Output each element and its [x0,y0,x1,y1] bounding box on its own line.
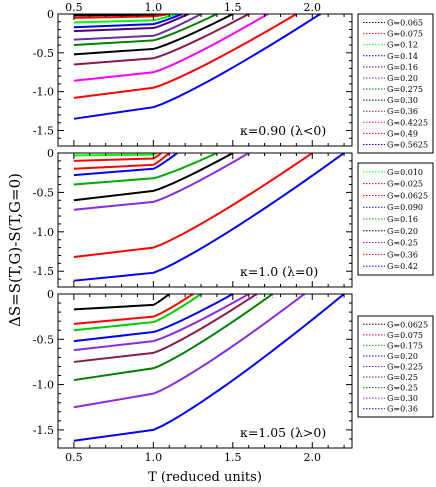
series-line-8 [73,14,234,56]
plot-frame [57,152,353,288]
panel-middle: 0 -0.5 -1.0 -1.5 κ=1.0 (λ=0) G=0.010 G=0.025 G=… [33,147,434,288]
x-tick-label: 1.0 [145,451,163,464]
series-line-11 [73,14,297,99]
x-axis-title: T (reduced units) [148,470,262,485]
x-tick-label-top: 1.0 [145,1,163,14]
series-line-12 [73,14,321,120]
series-line-9 [73,294,345,442]
series-line-9 [73,153,345,282]
series-line-6 [73,153,234,202]
legend-entry: G=0.275 [387,85,423,94]
series-line-6 [73,14,202,41]
legend-entry: G=0.075 [387,30,423,39]
legend-entry: G=0.36 [387,107,418,116]
legend-entry: G=0.175 [387,341,423,350]
panel-bottom: 0.5 1.0 1.5 2.0 0 -0.5 -1.0 -1.5 κ=1.05 (λ>0) G=0… [33,288,434,464]
series-line-1 [73,294,170,311]
x-tick-label-top: 0.5 [65,1,83,14]
legend-entry: G=0.12 [387,41,418,50]
legend-box [357,13,434,154]
x-tick-label: 2.0 [304,451,322,464]
series-line-3 [73,294,202,332]
x-tick-label-top: 2.0 [304,1,322,14]
legend-entry: G=0.14 [387,52,418,61]
y-tick-label: -0.5 [33,333,54,346]
legend-entry: G=0.25 [387,384,418,393]
x-tick-label: 1.5 [224,451,242,464]
series-line-7 [73,14,218,47]
y-tick-label: -1.0 [33,86,54,99]
legend-entry: G=0.090 [387,203,423,212]
panel-annotation: κ=1.0 (λ=0) [240,264,318,279]
legend-entry: G=0.0625 [387,320,428,329]
y-tick-label: -1.5 [33,124,54,137]
y-tick-label: -0.5 [33,47,54,60]
legend-entry: G=0.25 [387,239,418,248]
legend-entry: G=0.42 [387,262,418,271]
y-tick-label: -0.5 [33,186,54,199]
legend-entry: G=0.36 [387,405,418,414]
y-tick-label: -1.0 [33,379,54,392]
series-line-8 [73,153,313,259]
legend-entry: G=0.25 [387,373,418,382]
series-line-4 [73,294,234,343]
legend-entry: G=0.065 [387,19,423,28]
legend-entry: G=0.30 [387,394,418,403]
legend-entry: G=0.5625 [387,140,428,149]
legend-entry: G=0.16 [387,215,418,224]
y-tick-label: 0 [47,8,54,21]
series-line-5 [73,153,218,186]
series-line-3 [73,153,170,170]
panel-annotation: κ=1.05 (λ>0) [240,425,326,440]
legend-entry: G=0.30 [387,96,418,105]
legend-entry: G=0.025 [387,180,423,189]
series-line-4 [73,153,178,177]
legend-entry: G=0.36 [387,250,418,259]
legend-entry: G=0.0625 [387,191,428,200]
y-tick-label: -1.5 [33,424,54,437]
legend-entry: G=0.4225 [387,118,428,127]
panel-top: 0.5 1.0 1.5 2.0 0 -0.5 -1.0 -1.5 κ=0.90 (λ<0) G=0… [33,1,434,154]
y-tick-label: 0 [47,288,54,301]
y-tick-label: -1.0 [33,226,54,239]
series-line-4 [73,14,183,29]
series-line-6 [73,294,258,363]
legend-entry: G=0.49 [387,129,418,138]
series-line-7 [73,294,274,382]
series-line-5 [73,14,189,33]
legend-entry: G=0.20 [387,227,418,236]
legend-entry: G=0.075 [387,331,423,340]
series-line-9 [73,14,250,66]
y-axis-title: ΔS=S(T,G)-S(T,G=0) [6,173,24,327]
series-line-2 [73,153,162,162]
legend-entry: G=0.225 [387,363,423,372]
y-tick-label: 0 [47,147,54,160]
series-line-5 [73,294,250,352]
series-line-3 [73,14,178,24]
x-tick-label-top: 1.5 [224,1,242,14]
x-tick-label: 0.5 [65,451,83,464]
plot-frame [57,293,353,449]
series-line-2 [73,294,194,325]
legend-entry: G=0.010 [387,168,423,177]
series-line-8 [73,294,305,409]
y-tick-label: -1.5 [33,265,54,278]
series-line-7 [73,153,250,211]
panel-annotation: κ=0.90 (λ<0) [240,123,326,138]
legend-entry: G=0.20 [387,352,418,361]
plot-frame [57,13,353,147]
series-line-10 [73,14,269,82]
legend-entry: G=0.16 [387,63,418,72]
legend-entry: G=0.20 [387,74,418,83]
